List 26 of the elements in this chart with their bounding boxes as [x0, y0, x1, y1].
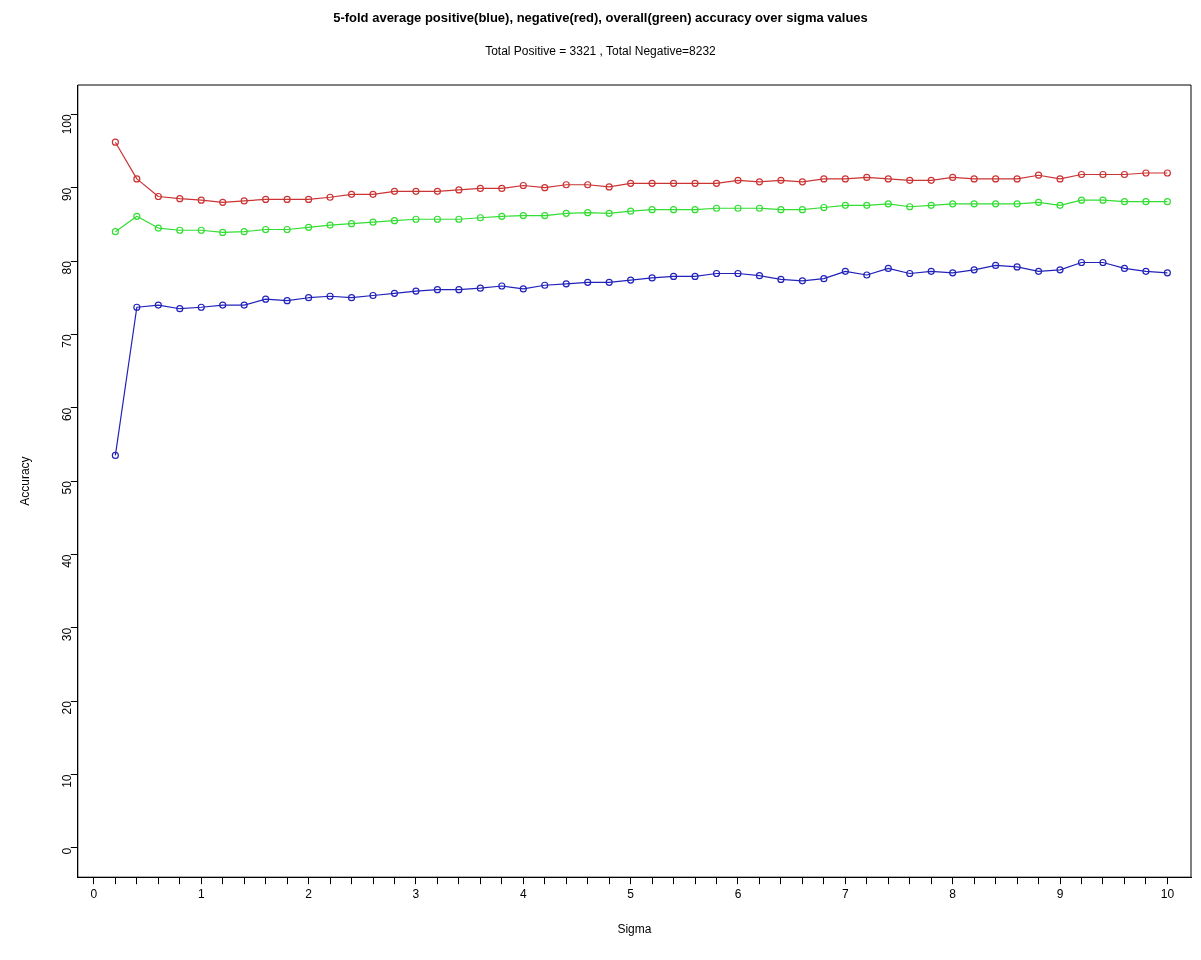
- y-axis-title: Accuracy: [17, 456, 32, 506]
- chart-title: 5-fold average positive(blue), negative(red), overall(green) accuracy over sigma values: [332, 10, 869, 25]
- x-tick-label: 0: [90, 886, 98, 901]
- x-tick-label: 8: [949, 886, 957, 901]
- y-tick-label: 80: [60, 260, 75, 275]
- y-tick-label: 70: [60, 334, 75, 348]
- x-tick-label: 9: [1056, 886, 1064, 901]
- x-tick-label: 6: [734, 886, 742, 901]
- x-tick-label: 10: [1160, 886, 1175, 901]
- y-tick-label: 20: [60, 700, 75, 715]
- y-tick-label: 30: [60, 627, 75, 642]
- y-tick-label: 90: [60, 187, 75, 202]
- y-tick-label: 40: [60, 554, 75, 568]
- y-tick-label: 10: [60, 774, 75, 788]
- y-tick-label: 0: [60, 847, 75, 855]
- x-tick-label: 3: [412, 886, 420, 901]
- x-tick-label: 2: [305, 886, 313, 901]
- x-tick-label: 7: [842, 886, 849, 901]
- x-tick-label: 5: [627, 886, 635, 901]
- x-tick-label: 1: [197, 886, 205, 901]
- chart-subtitle: Total Positive = 3321 , Total Negative=8232: [484, 44, 717, 58]
- x-axis-title: Sigma: [617, 922, 652, 937]
- y-tick-label: 50: [60, 480, 75, 495]
- x-tick-label: 4: [519, 886, 527, 901]
- y-tick-label: 60: [60, 407, 75, 422]
- y-tick-label: 100: [60, 114, 75, 135]
